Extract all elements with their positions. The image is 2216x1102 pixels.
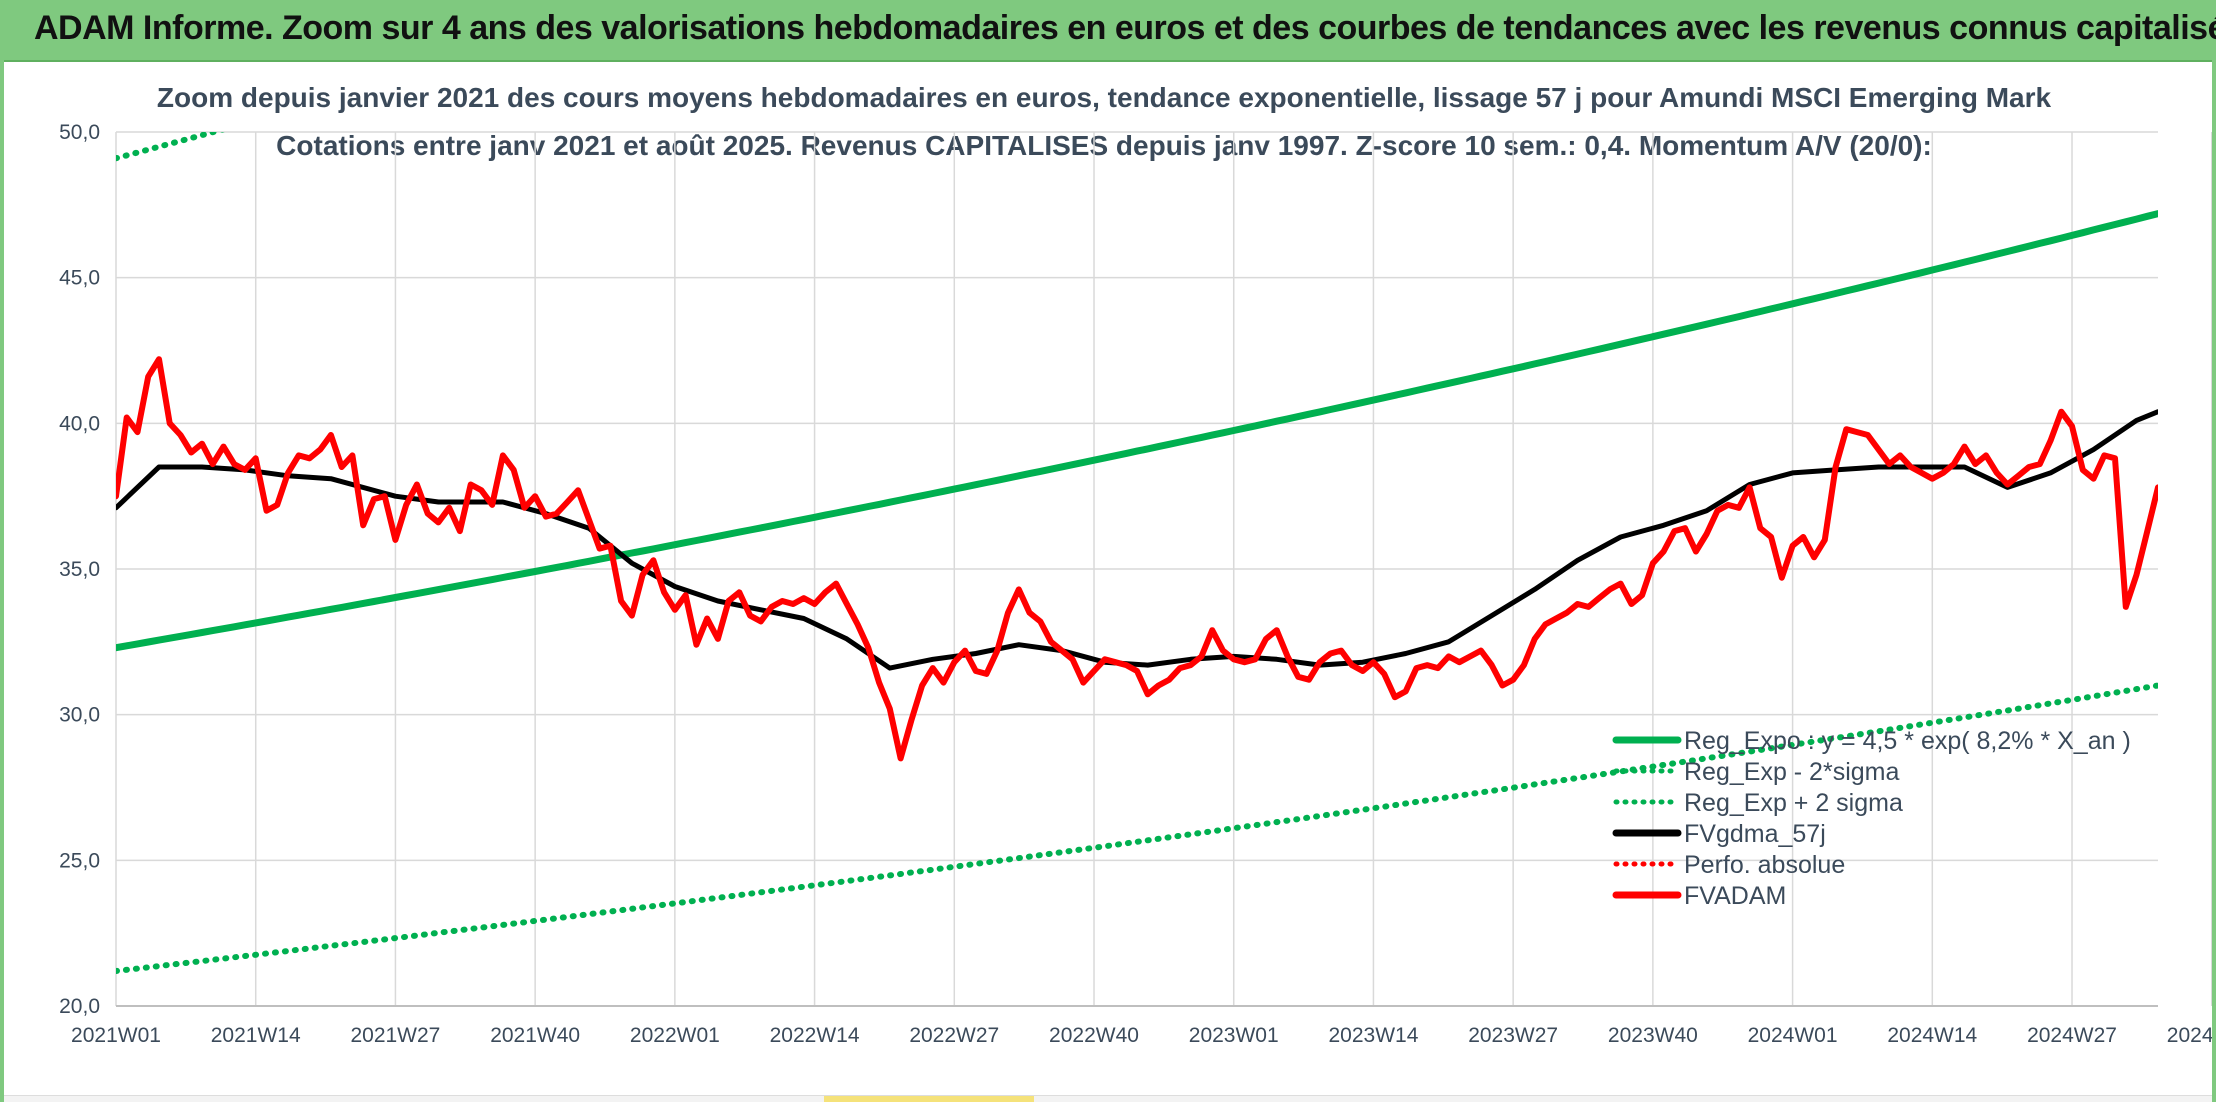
series-area xyxy=(116,132,2158,974)
x-tick-label: 2022W14 xyxy=(770,1024,860,1047)
legend-label: Reg_Expo : y = 4,5 * exp( 8,2% * X_an ) xyxy=(1684,727,2131,755)
y-tick-label: 40,0 xyxy=(59,412,100,435)
x-tick-label: 2021W14 xyxy=(211,1024,301,1047)
legend: Reg_Expo : y = 4,5 * exp( 8,2% * X_an ) R… xyxy=(1612,727,2131,910)
series-fvadam xyxy=(116,356,2158,762)
bottom-accent xyxy=(824,1096,1034,1102)
legend-label: FVADAM xyxy=(1684,882,1786,910)
legend-label: Perfo. absolue xyxy=(1684,851,1845,879)
x-tick-label: 2024W01 xyxy=(1748,1024,1838,1047)
grid xyxy=(115,131,2212,1007)
legend-label: FVgdma_57j xyxy=(1684,820,1826,848)
y-tick-label: 50,0 xyxy=(59,121,100,144)
x-tick-label: 2024W27 xyxy=(2027,1024,2117,1047)
chart-title-line2: Cotations entre janv 2021 et août 2025. … xyxy=(276,130,1932,161)
legend-label: Reg_Exp + 2 sigma xyxy=(1684,789,1903,817)
y-tick-label: 35,0 xyxy=(59,558,100,581)
x-tick-label: 2022W40 xyxy=(1049,1024,1139,1047)
bottom-bar xyxy=(4,1095,2212,1102)
chart: Zoom depuis janvier 2021 des cours moyen… xyxy=(59,82,2212,1047)
x-tick-label: 2021W40 xyxy=(490,1024,580,1047)
series-reg-expo xyxy=(116,210,2158,652)
chart-title-line1: Zoom depuis janvier 2021 des cours moyen… xyxy=(157,82,2052,113)
y-axis: 20,0 25,0 30,0 35,0 40,0 45,0 50,0 xyxy=(59,121,100,1018)
y-tick-label: 45,0 xyxy=(59,267,100,290)
report-header: ADAM Informe. Zoom sur 4 ans des valoris… xyxy=(4,0,2216,62)
y-tick-label: 30,0 xyxy=(59,704,100,727)
x-tick-label: 2021W01 xyxy=(71,1024,161,1047)
x-tick-label: 2023W40 xyxy=(1608,1024,1698,1047)
x-tick-label: 2023W01 xyxy=(1189,1024,1279,1047)
legend-label: Reg_Exp - 2*sigma xyxy=(1684,758,1899,786)
x-tick-label: 2022W01 xyxy=(630,1024,720,1047)
series-reg-minus-2sigma xyxy=(116,682,2158,974)
x-axis: 2021W01 2021W14 2021W27 2021W40 2022W01 2022W… xyxy=(71,1005,2212,1047)
x-tick-label: 2023W14 xyxy=(1328,1024,1418,1047)
x-tick-label: 2021W27 xyxy=(350,1024,440,1047)
x-tick-label: 2024W14 xyxy=(1887,1024,1977,1047)
x-tick-label: 2022W27 xyxy=(909,1024,999,1047)
report-title: ADAM Informe. Zoom sur 4 ans des valoris… xyxy=(34,9,2216,47)
x-tick-label: 2023W27 xyxy=(1468,1024,1558,1047)
x-tick-label: 2024W40 xyxy=(2167,1024,2212,1047)
y-tick-label: 20,0 xyxy=(59,995,100,1018)
y-tick-label: 25,0 xyxy=(59,849,100,872)
